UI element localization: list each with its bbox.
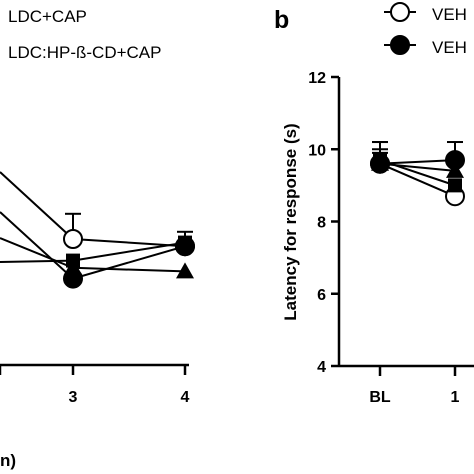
y-tick-label-b-0: 4 [317,359,326,376]
y-tick-label-b-4: 12 [308,70,326,87]
point-b-3-0 [373,153,387,168]
legend-a-label-1: LDC:HP-ß-CD+CAP [8,43,162,62]
point-a-0-0 [63,229,83,249]
series-b-1-line [379,159,456,165]
y-tick-label-b-2: 8 [317,215,326,232]
point-a-2-1 [176,262,194,279]
point-a-3-0 [66,253,80,268]
legend-b-open-circle-marker [390,2,410,22]
y-tick-label-b-3: 10 [308,142,326,159]
y-ticks-b: 4 6 8 10 12 [308,70,339,376]
legend-b-label-1: VEH [432,38,467,57]
x-label-a-fragment: n) [0,451,16,470]
legend-b-filled-circle-marker [390,35,410,55]
point-b-3-1 [448,178,462,193]
x-tick-label-a-4: 4 [181,389,190,406]
series-b-0-line [379,162,456,198]
y-axis-label-b: Latency for response (s) [281,123,300,320]
x-tick-label-b-bl: BL [369,389,391,406]
panel-b: b VEH VEH Latency for response (s) BL 1 … [274,2,474,406]
series-a-3-line [0,241,186,263]
y-tick-label-b-1: 6 [317,287,326,304]
point-a-3-1 [178,235,192,250]
panel-label-b: b [274,6,289,34]
series-a-0-line [0,171,186,248]
series-group-b [370,141,465,207]
point-b-2-1 [446,161,464,178]
x-tick-label-a-3: 3 [69,389,78,406]
legend-a-label-0: LDC+CAP [8,7,87,26]
panel-a: LDC+CAP LDC:HP-ß-CD+CAP 3 4 n) [0,7,195,470]
series-group-a [0,171,195,289]
x-tick-label-b-1: 1 [451,389,460,406]
legend-b-entry-0: VEH [384,2,467,24]
legend-b-label-0: VEH [432,5,467,24]
series-b-3-line [379,159,456,187]
legend-b-entry-1: VEH [384,35,467,57]
